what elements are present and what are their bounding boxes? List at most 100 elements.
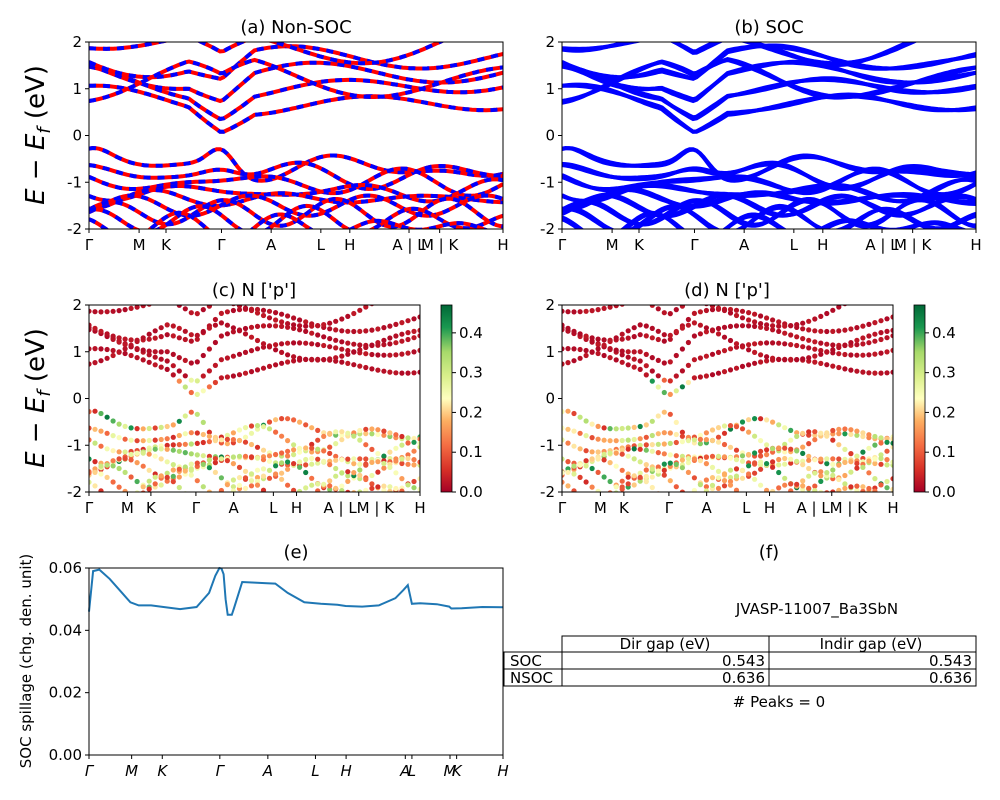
band-point <box>89 322 92 328</box>
band-point <box>369 431 375 437</box>
band-point <box>661 472 667 478</box>
band-line <box>562 204 976 229</box>
band-point <box>224 322 230 328</box>
band-point <box>170 447 176 453</box>
band-point <box>411 457 417 463</box>
band-point <box>673 388 679 394</box>
band-point <box>116 421 122 427</box>
band-point <box>164 423 170 430</box>
band-point <box>194 311 200 317</box>
band-point <box>673 307 679 313</box>
band-point <box>752 416 758 422</box>
band-point <box>321 433 327 439</box>
band-point <box>200 419 206 425</box>
band-point <box>182 328 188 334</box>
ytick-label: 2 <box>545 33 555 51</box>
band-point <box>116 349 122 355</box>
band-point <box>218 320 224 326</box>
band-point <box>800 320 806 326</box>
band-point <box>661 451 667 457</box>
colorbar-tick-label: 0.1 <box>932 443 956 461</box>
band-point <box>649 466 655 472</box>
band-point <box>417 440 420 446</box>
band-point <box>577 414 583 420</box>
band-point <box>122 346 128 352</box>
band-point <box>764 452 770 458</box>
band-point <box>812 346 818 352</box>
band-point <box>583 352 589 359</box>
band-point <box>375 427 381 433</box>
band-point <box>607 355 613 361</box>
band-point <box>746 347 752 353</box>
band-point <box>752 470 758 476</box>
band-point <box>752 450 758 456</box>
band-point <box>806 429 812 435</box>
band-point <box>794 481 800 487</box>
band-point <box>733 473 740 479</box>
band-point <box>291 452 297 458</box>
band-point <box>321 481 327 487</box>
band-point <box>764 358 770 364</box>
band-point <box>212 316 218 323</box>
band-point <box>848 427 854 433</box>
band-point <box>562 470 565 476</box>
band-point <box>116 456 122 462</box>
band-point <box>134 355 140 361</box>
band-point <box>267 492 272 497</box>
band-point <box>327 462 333 468</box>
band-point <box>279 360 285 366</box>
xtick-label: M <box>594 499 607 517</box>
band-point <box>739 419 746 425</box>
band-point <box>836 487 842 492</box>
band-point <box>631 364 637 370</box>
band-point <box>764 417 770 423</box>
band-point <box>279 433 285 439</box>
band-point <box>836 364 842 371</box>
band-point <box>685 469 692 475</box>
band-point <box>890 459 893 465</box>
band-point <box>363 442 369 448</box>
band-point <box>152 349 158 355</box>
band-point <box>266 419 273 425</box>
band-point <box>758 313 764 319</box>
band-point <box>393 321 399 327</box>
band-point <box>297 323 303 329</box>
band-point <box>697 374 704 380</box>
band-point <box>589 456 595 462</box>
band-line <box>562 186 976 212</box>
xtick-label: H <box>887 499 898 517</box>
band-point <box>230 454 236 460</box>
band-point <box>709 372 716 378</box>
band-point <box>146 331 152 337</box>
band-point <box>866 321 872 327</box>
band-point <box>387 433 393 440</box>
band-point <box>824 349 830 355</box>
band-point <box>309 330 315 336</box>
ytick-label: -2 <box>67 483 82 501</box>
band-point <box>565 325 571 331</box>
band-point <box>273 451 279 458</box>
band-point <box>206 325 212 331</box>
band-point <box>607 305 613 310</box>
band-point <box>643 323 649 329</box>
band-point <box>279 416 285 422</box>
band-point <box>643 467 649 473</box>
band-point <box>836 476 842 483</box>
band-point <box>236 372 243 378</box>
band-point <box>679 465 686 471</box>
band-point <box>170 351 176 357</box>
panel-e-spillage-plot: 0.000.020.040.06Γ M K Γ A L H AL MK H <box>49 559 509 780</box>
band-point <box>152 328 158 334</box>
band-point <box>134 426 140 432</box>
band-point <box>279 323 285 329</box>
band-point <box>266 344 273 350</box>
band-point <box>703 430 710 436</box>
band-point <box>788 437 794 443</box>
ytick-label: -2 <box>67 220 82 238</box>
band-point <box>709 305 716 309</box>
band-point <box>625 474 631 480</box>
band-point <box>345 360 351 366</box>
band-point <box>562 308 565 314</box>
band-point <box>770 340 776 346</box>
